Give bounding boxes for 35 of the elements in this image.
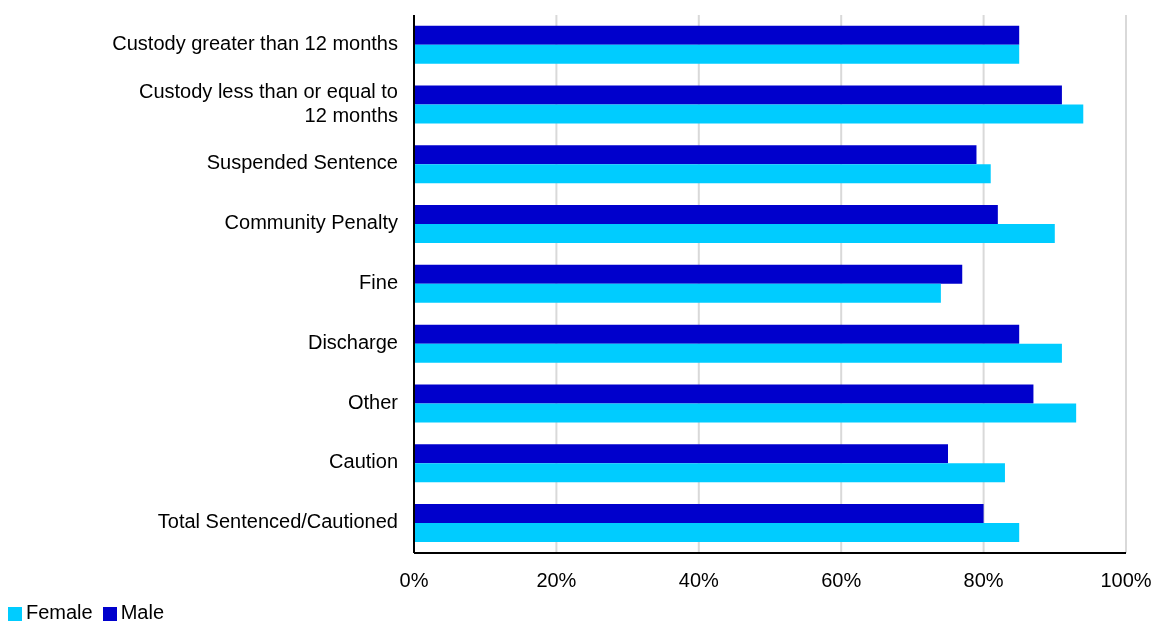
bar	[414, 463, 1005, 483]
bar	[414, 145, 977, 165]
bar	[414, 44, 1020, 64]
y-tick-label: Fine	[359, 271, 398, 294]
y-tick-label: Total Sentenced/Cautioned	[157, 510, 398, 533]
y-tick-label: Caution	[329, 450, 398, 473]
y-tick-label: Custody less than or equal to 12 months	[138, 79, 398, 126]
bar	[414, 343, 1062, 363]
bar	[414, 224, 1055, 244]
bar	[414, 324, 1020, 344]
x-tick-label: 100%	[1100, 569, 1152, 592]
bar	[414, 264, 963, 284]
x-tick-label: 60%	[821, 569, 862, 592]
y-tick-label: Discharge	[307, 331, 398, 354]
bar	[414, 384, 1034, 404]
bar	[414, 283, 941, 303]
bar	[414, 444, 948, 464]
x-tick-label: 0%	[399, 569, 429, 592]
x-tick-label: 20%	[536, 569, 577, 592]
y-tick-label: Other	[347, 390, 399, 413]
x-tick-label: 40%	[678, 569, 720, 592]
bar	[414, 205, 998, 225]
bar	[414, 164, 991, 184]
y-tick-label: Community Penalty	[224, 211, 398, 234]
bar	[414, 503, 984, 523]
y-tick-label: Suspended Sentence	[206, 151, 398, 174]
legend-label: Female	[26, 601, 93, 623]
bar	[414, 522, 1020, 542]
x-tick-label: 80%	[963, 569, 1004, 592]
y-tick-label: Custody greater than 12 months	[112, 32, 398, 55]
bar	[414, 403, 1077, 423]
bar	[414, 85, 1062, 105]
bar	[414, 25, 1020, 45]
bar	[414, 104, 1084, 124]
legend-label: Male	[120, 601, 165, 623]
